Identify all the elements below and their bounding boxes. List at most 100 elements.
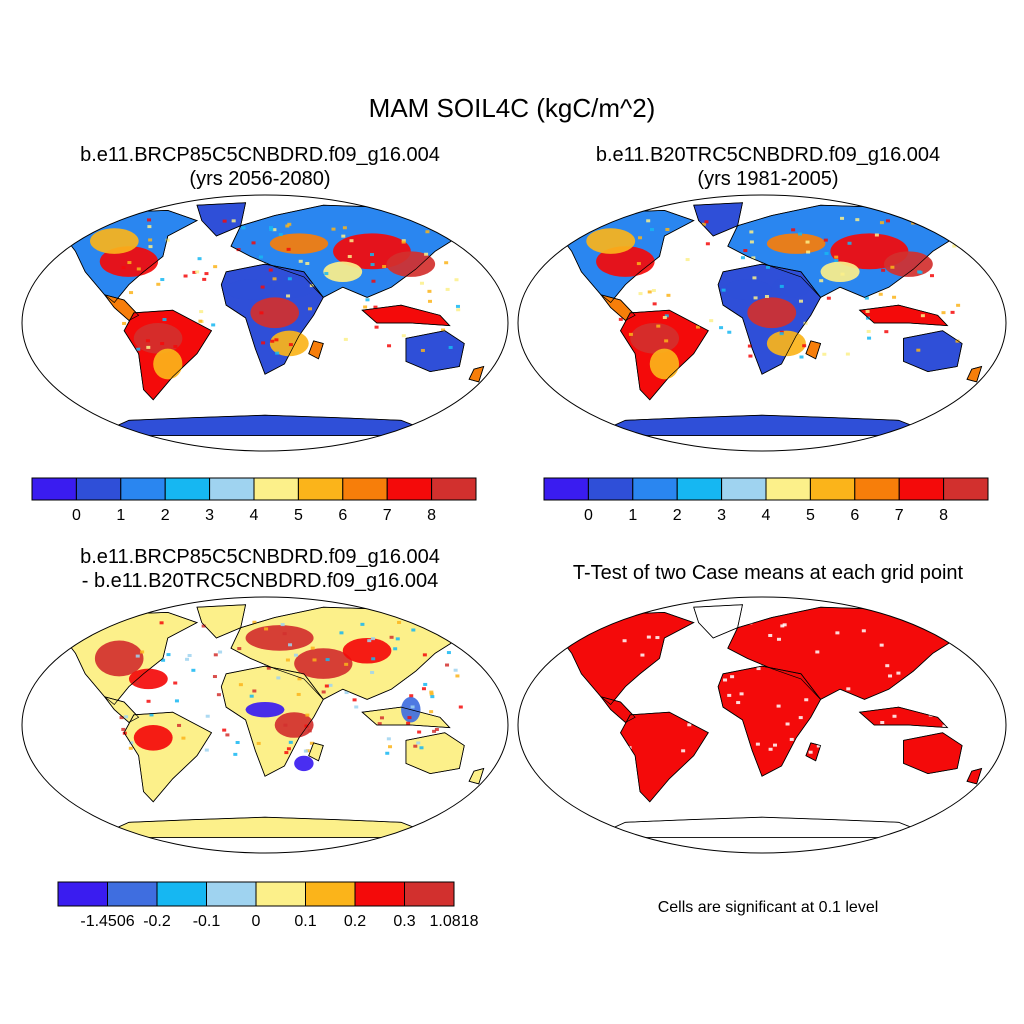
map-control-grid-cell bbox=[749, 230, 754, 234]
map-control-grid-cell bbox=[884, 330, 889, 334]
map-control-grid-cell bbox=[764, 295, 769, 299]
map-ttest-grid-cell bbox=[863, 730, 868, 734]
map-ttest-grid-cell bbox=[675, 662, 680, 666]
map-difference-grid-cell bbox=[237, 647, 242, 651]
map-difference-grid-cell bbox=[129, 741, 134, 745]
map-control-grid-cell bbox=[748, 354, 753, 358]
map-difference-grid-cell bbox=[386, 737, 391, 741]
map-difference-grid-cell bbox=[423, 682, 428, 686]
map-case-grid-cell bbox=[363, 305, 368, 309]
panel-difference-title-line1: b.e11.BRCP85C5CNBDRD.f09_g16.004 bbox=[80, 546, 440, 568]
map-control-grid-cell bbox=[638, 292, 643, 296]
map-case-grid-cell bbox=[173, 345, 178, 349]
map-case-grid-cell bbox=[204, 272, 209, 276]
map-control-grid-cell bbox=[802, 344, 807, 348]
map-difference-grid-cell bbox=[434, 727, 439, 731]
map-ttest-grid-cell bbox=[776, 637, 781, 641]
map-control-grid-cell bbox=[799, 355, 804, 359]
map-case-field-patch bbox=[274, 276, 314, 298]
colorbar-case-swatch bbox=[342, 477, 388, 501]
map-case-grid-cell bbox=[427, 299, 432, 303]
map-ttest-grid-cell bbox=[785, 722, 790, 726]
map-case-grid-cell bbox=[343, 337, 348, 341]
map-case-coastline bbox=[230, 204, 460, 298]
map-difference-grid-cell bbox=[264, 627, 269, 631]
map-ttest-border bbox=[517, 596, 1007, 854]
map-difference-grid-cell bbox=[411, 628, 416, 632]
map-ttest-grid-cell bbox=[755, 742, 760, 746]
map-ttest-grid-cell bbox=[942, 724, 947, 728]
colorbar-control-swatch bbox=[765, 477, 811, 501]
map-case-grid-cell bbox=[259, 311, 264, 315]
map-difference-field-patch bbox=[342, 637, 392, 664]
map-difference-grid-cell bbox=[128, 746, 133, 750]
map-ttest-coastline bbox=[693, 604, 743, 639]
map-difference-coastline bbox=[196, 604, 247, 639]
map-difference-grid-cell bbox=[283, 723, 288, 727]
colorbar-case-swatch bbox=[209, 477, 255, 501]
map-case-grid-cell bbox=[427, 289, 432, 293]
colorbar-control-swatch bbox=[632, 477, 678, 501]
map-control-grid-cell bbox=[929, 274, 934, 278]
map-difference-grid-cell bbox=[410, 705, 415, 709]
map-control-grid-cell bbox=[798, 232, 803, 236]
map-control-grid-cell bbox=[865, 316, 870, 320]
map-control-field-patch bbox=[820, 261, 860, 283]
map-case-grid-cell bbox=[136, 347, 141, 351]
map-ttest-grid-cell bbox=[646, 635, 651, 639]
map-control-grid-cell bbox=[823, 238, 828, 242]
map-ttest-grid-cell bbox=[815, 739, 820, 743]
map-difference-field-patch bbox=[94, 640, 144, 677]
map-case-grid-cell bbox=[347, 255, 352, 259]
map-difference-grid-cell bbox=[173, 681, 178, 685]
map-control-grid-cell bbox=[638, 236, 643, 240]
map-ttest-grid-cell bbox=[706, 740, 711, 744]
map-ttest-grid-cell bbox=[888, 674, 893, 678]
map-control-grid-cell bbox=[646, 317, 651, 321]
map-control-grid-cell bbox=[651, 289, 656, 293]
map-difference-grid-cell bbox=[149, 713, 154, 717]
map-difference-grid-cell bbox=[449, 635, 454, 639]
map-case-grid-cell bbox=[387, 344, 392, 348]
map-difference-grid-cell bbox=[395, 637, 400, 641]
map-control-coastline bbox=[717, 263, 822, 375]
colorbar-control-swatch bbox=[854, 477, 900, 501]
map-difference-grid-cell bbox=[352, 698, 357, 702]
map-difference-grid-cell bbox=[222, 728, 227, 732]
panel-control-title-line1: b.e11.B20TRC5CNBDRD.f09_g16.004 bbox=[595, 144, 941, 166]
map-difference-grid-cell bbox=[416, 741, 421, 745]
map-case-grid-cell bbox=[324, 272, 329, 276]
map-difference-grid-cell bbox=[388, 745, 393, 749]
map-control-grid-cell bbox=[866, 329, 871, 333]
map-difference-field-patch bbox=[294, 755, 314, 772]
panel-ttest-note: Cells are significant at 0.1 level bbox=[657, 899, 879, 916]
map-difference-grid-cell bbox=[293, 653, 298, 657]
map-case-grid-cell bbox=[445, 287, 450, 291]
map-case-grid-cell bbox=[286, 294, 291, 298]
map-control-grid-cell bbox=[779, 284, 784, 288]
map-difference-field-patch bbox=[245, 625, 314, 651]
map-control-grid-cell bbox=[956, 303, 961, 307]
colorbar-case-label: 7 bbox=[383, 507, 392, 524]
map-control-grid-cell bbox=[740, 256, 745, 260]
colorbar-difference-label: 0.3 bbox=[393, 913, 415, 930]
map-control-grid-cell bbox=[749, 240, 754, 244]
map-control-grid-cell bbox=[920, 314, 925, 318]
map-case-grid-cell bbox=[275, 351, 280, 355]
map-ttest-grid-cell bbox=[951, 733, 956, 737]
map-difference-grid-cell bbox=[344, 662, 349, 666]
map-control-grid-cell bbox=[646, 219, 651, 223]
map-control-grid-cell bbox=[779, 332, 784, 336]
map-control-field-patch bbox=[766, 330, 806, 357]
map-ttest-grid-cell bbox=[768, 633, 773, 637]
figure-title: MAM SOIL4C (kgC/m^2) bbox=[368, 93, 656, 123]
map-ttest-grid-cell bbox=[804, 698, 809, 702]
map-control-grid-cell bbox=[847, 241, 852, 245]
map-difference-grid-cell bbox=[161, 658, 166, 662]
colorbar-case-swatch bbox=[120, 477, 166, 501]
map-difference-coastline bbox=[230, 606, 460, 700]
map-ttest-coastline bbox=[966, 767, 983, 785]
map-difference-grid-cell bbox=[280, 623, 285, 627]
map-ttest-grid-cell bbox=[723, 678, 728, 682]
colorbar-control-label: 4 bbox=[762, 507, 771, 524]
